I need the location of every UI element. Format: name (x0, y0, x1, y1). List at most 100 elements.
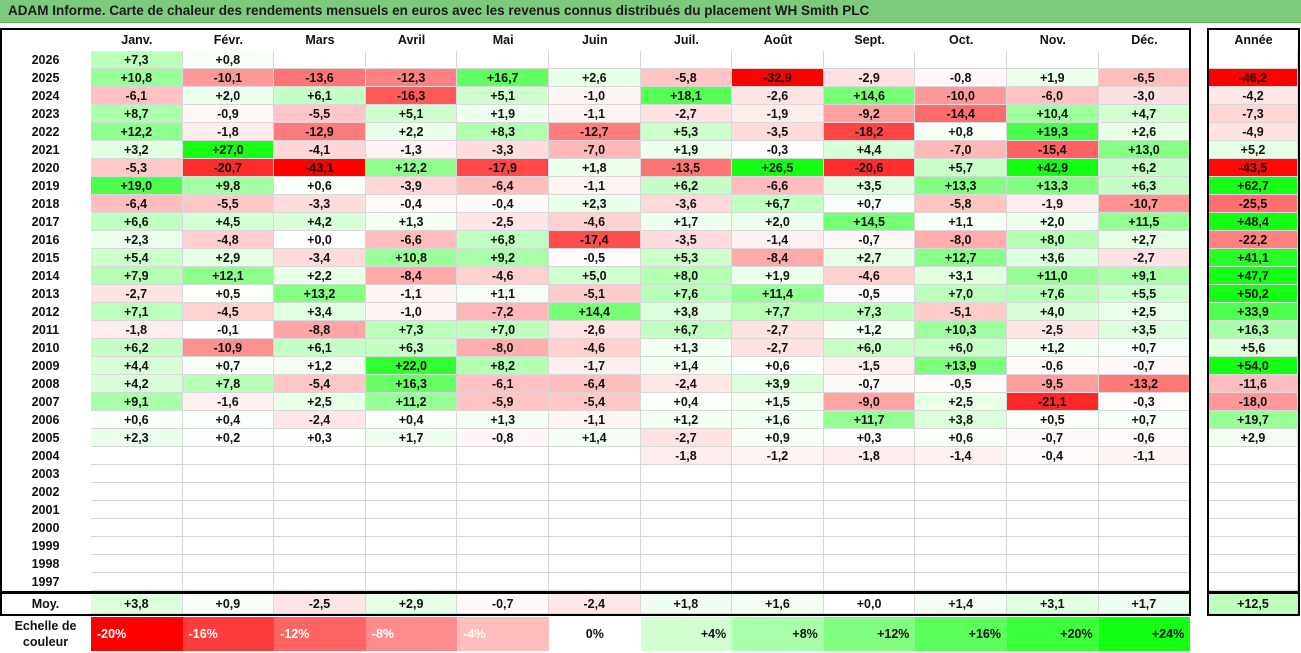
heatmap-cell: -5,3 (91, 159, 183, 177)
heatmap-cell (274, 51, 366, 69)
heatmap-cell: -8,4 (732, 249, 824, 267)
heatmap-cell: +14,4 (549, 303, 641, 321)
heatmap-cell: -5,8 (915, 195, 1007, 213)
heatmap-cell: -10,7 (1098, 195, 1191, 213)
heatmap-cell: +1,1 (915, 213, 1007, 231)
year-label: 2018 (31, 197, 60, 211)
heatmap-cell: +0,6 (732, 357, 824, 375)
heatmap-cell (732, 501, 824, 519)
heatmap-cell: +4,4 (91, 357, 183, 375)
heatmap-cell: -10,0 (915, 87, 1007, 105)
heatmap-cell: -3,3 (457, 141, 549, 159)
heatmap-cell: +8,3 (457, 123, 549, 141)
heatmap-cell: +3,6 (1007, 249, 1099, 267)
heatmap-cell: +11,7 (823, 411, 916, 429)
heatmap-cell: +10,4 (1007, 105, 1099, 123)
heatmap-cell (91, 519, 183, 537)
chart-title: ADAM Informe. Carte de chaleur des rende… (8, 3, 870, 18)
heatmap-cell: +0,4 (640, 393, 733, 411)
average-cell: +1,7 (1098, 594, 1191, 614)
heatmap-cell: +7,0 (915, 285, 1007, 303)
heatmap-cell (823, 51, 916, 69)
heatmap-cell: +0,5 (182, 285, 275, 303)
heatmap-cell: -5,5 (274, 105, 366, 123)
heatmap-cell (915, 519, 1007, 537)
heatmap-cell: -12,3 (365, 69, 458, 87)
heatmap-cell: +7,8 (182, 375, 275, 393)
annual-cell (1209, 447, 1298, 465)
heatmap-cell: -2,9 (823, 69, 916, 87)
heatmap-cell (182, 483, 275, 501)
heatmap-cell: -0,7 (1098, 357, 1191, 375)
heatmap-cell (365, 555, 458, 573)
heatmap-cell: +1,3 (457, 411, 549, 429)
heatmap-cell: -1,9 (732, 105, 824, 123)
heatmap-cell (457, 465, 549, 483)
heatmap-cell: -6,5 (1098, 69, 1191, 87)
heatmap-cell (640, 555, 733, 573)
heatmap-cell: -6,0 (1007, 87, 1099, 105)
heatmap-cell: -2,4 (274, 411, 366, 429)
heatmap-cell: -1,6 (182, 393, 275, 411)
heatmap-cell (823, 519, 916, 537)
heatmap-cell: +1,9 (457, 105, 549, 123)
month-header: Juil. (673, 33, 699, 47)
heatmap-cell: +3,5 (1098, 321, 1191, 339)
annual-cell (1209, 51, 1298, 69)
heatmap-cell: -9,2 (823, 105, 916, 123)
heatmap-cell: -16,3 (365, 87, 458, 105)
heatmap-cell: +6,2 (1098, 159, 1191, 177)
heatmap-cell: -0,4 (1007, 447, 1099, 465)
heatmap-cell (457, 447, 549, 465)
year-label: 1999 (31, 539, 60, 553)
heatmap-cell: +1,2 (823, 321, 916, 339)
heatmap-cell: +22,0 (365, 357, 458, 375)
heatmap-cell: -7,2 (457, 303, 549, 321)
heatmap-cell: -1,7 (549, 357, 641, 375)
heatmap-cell: -2,5 (1007, 321, 1099, 339)
month-header: Oct. (949, 33, 974, 47)
heatmap-cell: +16,7 (457, 69, 549, 87)
heatmap-cell: +5,3 (640, 249, 733, 267)
heatmap-cell: +9,2 (457, 249, 549, 267)
year-label: 2015 (31, 251, 60, 265)
heatmap-cell: +2,5 (1098, 303, 1191, 321)
heatmap-cell: +8,0 (640, 267, 733, 285)
heatmap-cell (182, 465, 275, 483)
heatmap-cell: +1,2 (640, 411, 733, 429)
heatmap-cell: +6,6 (91, 213, 183, 231)
month-header: Sept. (854, 33, 885, 47)
heatmap-cell (91, 573, 183, 591)
year-label: 2011 (31, 323, 60, 337)
heatmap-cell: -4,1 (274, 141, 366, 159)
heatmap-cell (1007, 465, 1099, 483)
heatmap-cell: -5,4 (549, 393, 641, 411)
annual-cell: +16,3 (1209, 321, 1298, 339)
annual-cell (1209, 501, 1298, 519)
annual-cell: -18,0 (1209, 393, 1298, 411)
heatmap-cell: -6,1 (91, 87, 183, 105)
month-header: Mars (305, 33, 335, 47)
heatmap-cell: +10,8 (365, 249, 458, 267)
average-cell: -0,7 (457, 594, 549, 614)
heatmap-cell: +9,1 (1098, 267, 1191, 285)
average-cell: +1,4 (915, 594, 1007, 614)
heatmap-cell (732, 519, 824, 537)
heatmap-cell: +4,5 (182, 213, 275, 231)
heatmap-cell: -1,2 (732, 447, 824, 465)
year-label: 2001 (31, 503, 60, 517)
heatmap-cell: +12,2 (91, 123, 183, 141)
heatmap-cell (274, 519, 366, 537)
heatmap-cell (732, 483, 824, 501)
heatmap-cell: +3,1 (915, 267, 1007, 285)
annual-cell: +33,9 (1209, 303, 1298, 321)
heatmap-cell: +0,7 (1098, 339, 1191, 357)
average-cell: +2,9 (365, 594, 458, 614)
heatmap-cell: -3,5 (732, 123, 824, 141)
heatmap-cell (823, 501, 916, 519)
heatmap-cell: -0,7 (823, 231, 916, 249)
heatmap-cell (640, 465, 733, 483)
heatmap-cell: -0,5 (915, 375, 1007, 393)
heatmap-cell: +2,2 (365, 123, 458, 141)
heatmap-cell: -7,0 (915, 141, 1007, 159)
